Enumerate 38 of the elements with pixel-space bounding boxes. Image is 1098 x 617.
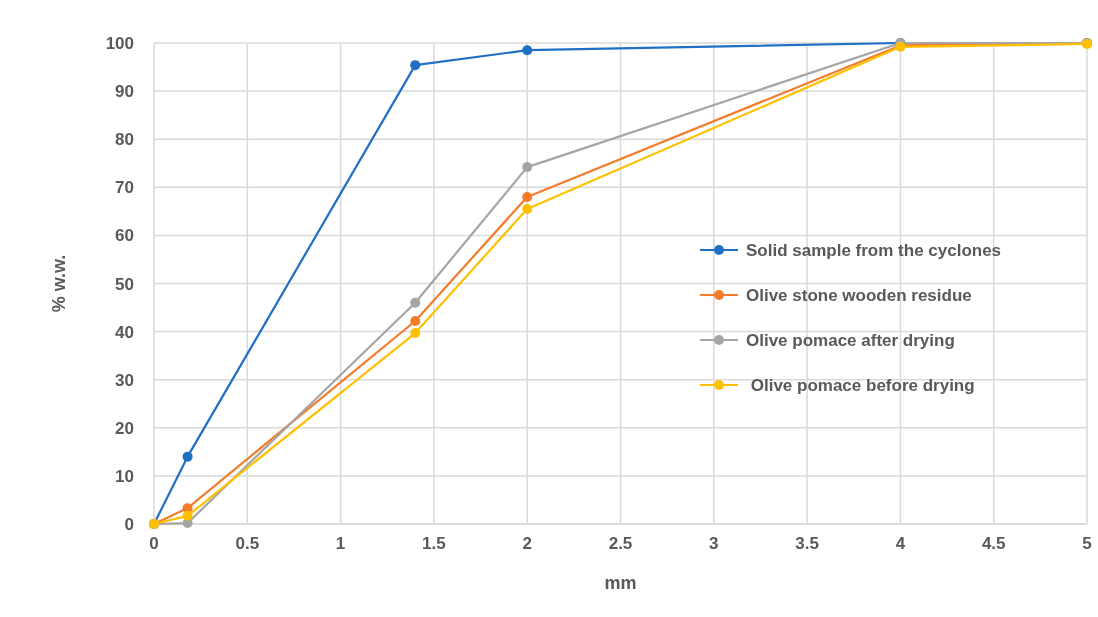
point: [182, 451, 193, 462]
y-axis-title: % w.w.: [49, 254, 69, 313]
point: [522, 162, 533, 173]
x-tick-label: 1.5: [422, 534, 446, 553]
y-tick-label: 30: [115, 370, 134, 390]
x-tick-label: 0: [149, 534, 159, 553]
legend-label: Olive stone wooden residue: [746, 286, 972, 305]
y-tick-label: 90: [115, 82, 134, 102]
y-tick-label: 100: [105, 34, 134, 53]
x-tick-label: 4: [895, 534, 906, 553]
legend-label: Olive pomace before drying: [746, 376, 975, 395]
x-tick-label: 2.5: [608, 534, 633, 553]
legend-label: Olive pomace after drying: [746, 331, 955, 350]
point: [522, 203, 533, 214]
x-axis-title: mm: [604, 573, 637, 593]
point: [522, 45, 533, 56]
x-tick-label: 5: [1082, 534, 1092, 553]
point: [522, 191, 533, 202]
x-tick-label: 0.5: [235, 534, 260, 553]
y-tick-label: 40: [115, 322, 134, 342]
point: [182, 510, 193, 521]
point: [410, 297, 421, 308]
y-tick-label: 20: [115, 418, 134, 438]
point: [410, 328, 421, 339]
y-tick-label: 70: [115, 178, 134, 198]
x-tick-label: 1: [335, 534, 346, 553]
y-tick-label: 60: [115, 226, 134, 246]
y-tick-label: 0: [124, 515, 134, 534]
x-tick-label: 4.5: [981, 534, 1006, 553]
y-tick-label: 80: [115, 130, 134, 150]
x-tick-label: 3: [709, 534, 719, 553]
x-tick-label: 3.5: [795, 534, 819, 553]
y-tick-label: 50: [115, 274, 134, 294]
y-tick-label: 10: [115, 466, 134, 486]
x-tick-label: 2: [522, 534, 532, 553]
point: [410, 60, 421, 71]
point: [410, 316, 421, 327]
legend-label: Solid sample from the cyclones: [746, 241, 1002, 260]
